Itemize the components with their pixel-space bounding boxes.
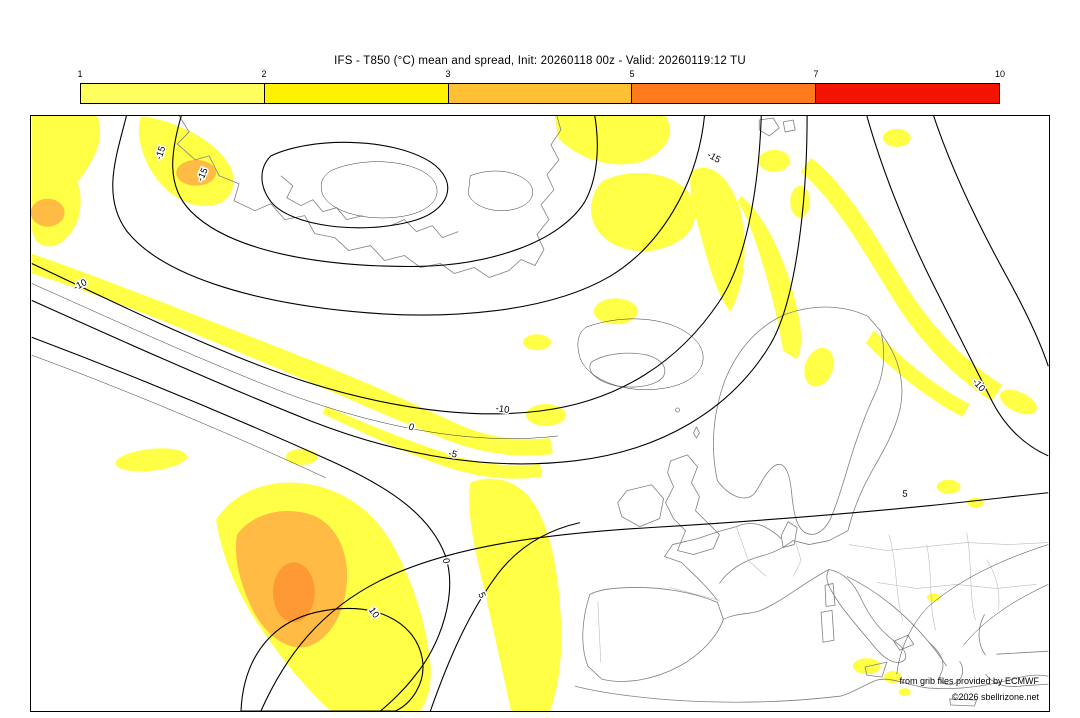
colorbar-segment bbox=[264, 84, 449, 103]
colorbar-tick-label: 2 bbox=[261, 69, 267, 79]
credit-line-2: ©2026 sbellrizone.net bbox=[951, 691, 1039, 702]
spread-shading bbox=[31, 116, 1037, 711]
colorbar-tick-labels: 1 2 3 5 7 10 bbox=[77, 68, 1005, 83]
colorbar-tick-label: 1 bbox=[77, 69, 83, 79]
credit-line-1: from grib files provided by ECMWF bbox=[899, 675, 1039, 686]
colorbar-tick-label: 5 bbox=[629, 69, 635, 79]
contour-label: -5 bbox=[448, 448, 459, 461]
coastlines bbox=[176, 116, 1049, 707]
contour-label: -10 bbox=[495, 403, 510, 416]
colorbar-segment bbox=[632, 84, 817, 103]
contour-label: 5 bbox=[902, 489, 908, 500]
colorbar-tick-label: 7 bbox=[813, 69, 819, 79]
chart-title: IFS - T850 (°C) mean and spread, Init: 2… bbox=[334, 55, 746, 67]
colorbar: 1 2 3 5 7 10 bbox=[77, 68, 1005, 108]
colorbar-tick-label: 3 bbox=[445, 69, 451, 79]
contour-label: -15 bbox=[705, 150, 722, 166]
colorbar-tick-label: 10 bbox=[994, 69, 1006, 79]
temperature-contours bbox=[31, 116, 1049, 711]
contour-label: 0 bbox=[440, 557, 452, 564]
colorbar-segment bbox=[81, 84, 265, 103]
contour-label: 0 bbox=[407, 422, 415, 434]
colorbar-segment bbox=[448, 84, 633, 103]
credits: from grib files provided by ECMWF ©2026 … bbox=[899, 673, 1039, 705]
colorbar-segment bbox=[816, 84, 999, 103]
colorbar-bar bbox=[80, 83, 1000, 104]
map-frame: -15 -15 -15 -10 -10 -10 -5 0 0 5 5 10 from grib fil… bbox=[30, 115, 1050, 712]
country-borders bbox=[597, 526, 1049, 663]
